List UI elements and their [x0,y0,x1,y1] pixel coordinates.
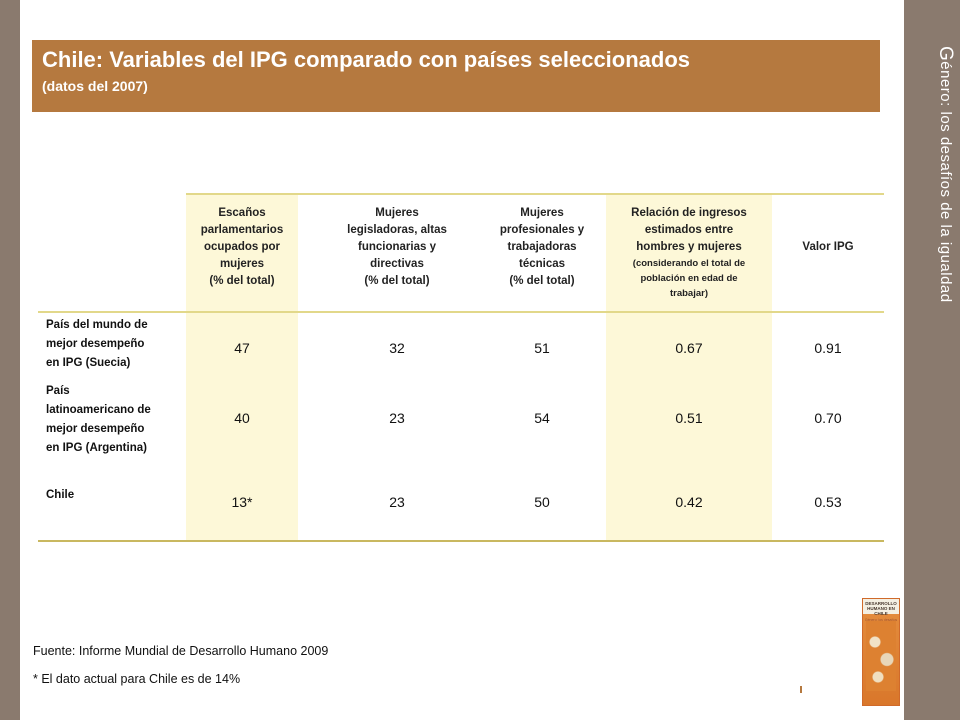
table-cell: 0.42 [675,494,703,510]
slide-subtitle: (datos del 2007) [42,78,148,94]
decor-mark [800,686,802,693]
table-cell: 32 [389,340,405,356]
header-legisladoras: Mujeres legisladoras, altas funcionarias y… [347,206,447,287]
table-cell: 40 [234,410,250,426]
table-cell: 23 [389,410,405,426]
table-cell: 0.51 [675,410,703,426]
table-header-rule [38,311,884,313]
row-label-suecia: País del mundo de mejor desempeño en IPG (… [46,319,148,369]
slide-title: Chile: Variables del IPG comparado con p… [42,47,691,72]
left-decor-strip [0,0,20,720]
header-escanos: Escaños parlamentarios ocupados por mujeres… [200,206,284,287]
table-cell: 50 [534,494,550,510]
row-label-argentina: País latinoamericano de mejor desempeño en … [46,385,151,454]
table-cell: 0.91 [814,340,842,356]
section-title-vertical: Género: los desafíos de la igualdad [935,46,956,303]
table-cell: 23 [389,494,405,510]
header-ingresos: Relación de ingresos estimados entre hombr… [631,207,747,299]
book-cover-image: DESARROLLO HUMANO EN CHILE Género: los d… [862,598,900,706]
table-cell: 54 [534,410,550,426]
book-cover-art [866,621,896,691]
title-banner: Chile: Variables del IPG comparado con p… [32,40,880,112]
table-cell: 0.70 [814,410,842,426]
table-top-rule [186,193,884,195]
table-bottom-rule [38,540,884,542]
table-cell: 47 [234,340,250,356]
table-cell: 0.53 [814,494,842,510]
source-note: Fuente: Informe Mundial de Desarrollo Hu… [33,644,329,658]
side-panel [904,0,960,720]
header-profesionales: Mujeres profesionales y trabajadoras técnic… [499,206,585,287]
column-highlight [186,195,298,541]
footnote: * El dato actual para Chile es de 14% [33,672,241,686]
table-cell: 13* [231,494,253,510]
column-highlight [606,195,772,541]
table-cell: 0.67 [675,340,703,356]
header-valor-ipg: Valor IPG [802,240,854,253]
row-label-chile: Chile [46,489,75,501]
table-cell: 51 [534,340,550,356]
book-title: DESARROLLO HUMANO EN CHILE [865,601,897,616]
